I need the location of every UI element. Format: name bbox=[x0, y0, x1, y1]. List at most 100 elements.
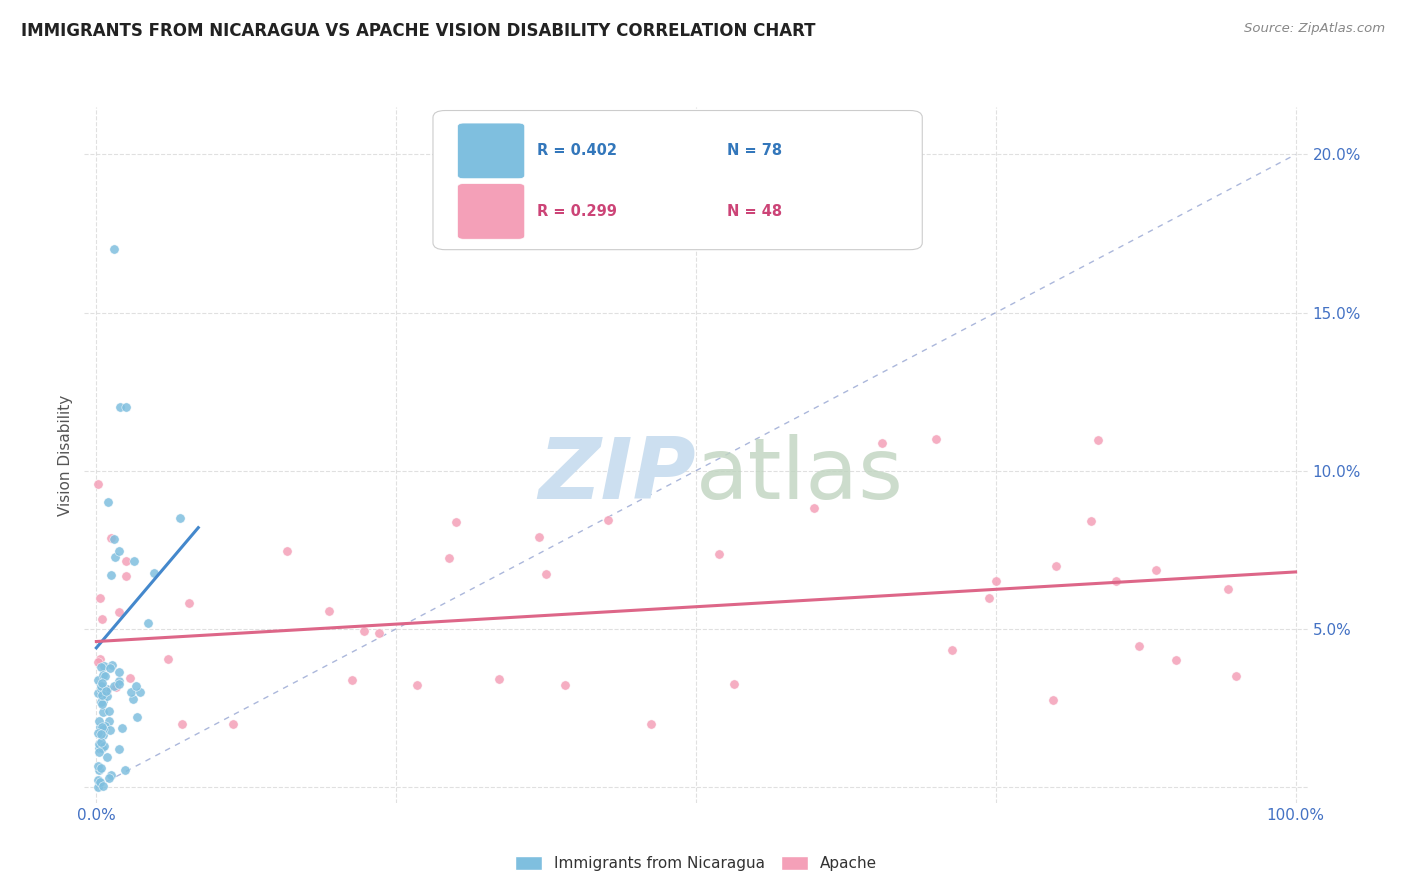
Point bbox=[368, 626, 391, 640]
Point bbox=[1164, 653, 1187, 667]
Point bbox=[1128, 639, 1150, 653]
Point bbox=[108, 673, 131, 688]
Point bbox=[1080, 514, 1102, 528]
Point bbox=[94, 683, 117, 698]
Point bbox=[527, 530, 550, 544]
Point bbox=[91, 720, 114, 734]
Point bbox=[89, 720, 111, 734]
Point bbox=[439, 551, 461, 566]
Point bbox=[89, 745, 111, 759]
Point bbox=[90, 676, 112, 690]
Point bbox=[93, 669, 115, 683]
Point bbox=[100, 768, 122, 782]
Point bbox=[96, 683, 118, 698]
Point bbox=[97, 495, 120, 509]
Point bbox=[91, 697, 114, 711]
Point bbox=[723, 677, 745, 691]
Point bbox=[87, 759, 110, 773]
Point bbox=[93, 739, 115, 753]
Point bbox=[127, 710, 149, 724]
Point bbox=[105, 680, 128, 694]
Point bbox=[91, 740, 114, 755]
Point bbox=[87, 726, 110, 740]
Text: N = 78: N = 78 bbox=[727, 144, 782, 159]
Point bbox=[108, 677, 131, 691]
Text: ZIP: ZIP bbox=[538, 434, 696, 517]
Point bbox=[91, 612, 114, 626]
Point bbox=[136, 615, 159, 630]
Point bbox=[222, 716, 245, 731]
Point bbox=[596, 513, 619, 527]
Point bbox=[125, 679, 148, 693]
Point bbox=[103, 532, 125, 546]
Point bbox=[1105, 574, 1128, 589]
Point bbox=[90, 761, 112, 775]
Point bbox=[89, 591, 111, 605]
Legend: Immigrants from Nicaragua, Apache: Immigrants from Nicaragua, Apache bbox=[508, 848, 884, 879]
Point bbox=[90, 727, 112, 741]
Point bbox=[90, 735, 112, 749]
Point bbox=[86, 673, 108, 687]
Point bbox=[87, 764, 110, 778]
Point bbox=[87, 714, 110, 728]
Point bbox=[91, 679, 114, 693]
Point bbox=[93, 659, 115, 673]
Point bbox=[984, 574, 1007, 589]
Point bbox=[115, 401, 138, 415]
Point bbox=[86, 476, 108, 491]
FancyBboxPatch shape bbox=[457, 123, 524, 178]
Point bbox=[554, 678, 576, 692]
Point bbox=[90, 688, 112, 702]
Point bbox=[97, 714, 120, 728]
Point bbox=[169, 511, 191, 525]
Point bbox=[156, 652, 179, 666]
Point bbox=[118, 671, 141, 685]
Point bbox=[707, 548, 730, 562]
Point bbox=[90, 695, 112, 709]
Text: R = 0.299: R = 0.299 bbox=[537, 204, 617, 219]
Point bbox=[1045, 558, 1067, 573]
Point bbox=[110, 401, 132, 415]
FancyBboxPatch shape bbox=[433, 111, 922, 250]
Point bbox=[122, 692, 145, 706]
Point bbox=[86, 686, 108, 700]
Point bbox=[91, 722, 114, 736]
Point bbox=[104, 550, 127, 565]
Point bbox=[925, 432, 948, 446]
Point bbox=[111, 722, 134, 736]
Point bbox=[318, 604, 340, 618]
Point bbox=[803, 500, 825, 515]
Point bbox=[340, 673, 363, 687]
Point bbox=[444, 516, 467, 530]
Point bbox=[89, 652, 111, 666]
Point bbox=[1144, 564, 1167, 578]
Point bbox=[86, 656, 108, 670]
Point bbox=[90, 681, 112, 696]
Point bbox=[91, 693, 114, 707]
Point bbox=[1042, 693, 1064, 707]
Point bbox=[179, 596, 201, 610]
Point bbox=[124, 554, 146, 568]
Point bbox=[142, 566, 165, 580]
Point bbox=[977, 591, 1000, 605]
Point bbox=[100, 531, 122, 545]
Point bbox=[120, 684, 142, 698]
FancyBboxPatch shape bbox=[457, 184, 524, 239]
Point bbox=[96, 690, 118, 704]
Point bbox=[96, 681, 118, 696]
Point bbox=[276, 544, 298, 558]
Point bbox=[108, 605, 131, 619]
Point bbox=[108, 665, 131, 679]
Point bbox=[93, 727, 115, 741]
Point bbox=[91, 705, 114, 719]
Point bbox=[86, 773, 108, 788]
Point bbox=[87, 737, 110, 751]
Point bbox=[98, 704, 121, 718]
Point bbox=[101, 657, 124, 672]
Point bbox=[100, 568, 122, 582]
Point bbox=[90, 690, 112, 705]
Point bbox=[406, 678, 429, 692]
Point bbox=[172, 716, 194, 731]
Text: atlas: atlas bbox=[696, 434, 904, 517]
Text: R = 0.402: R = 0.402 bbox=[537, 144, 617, 159]
